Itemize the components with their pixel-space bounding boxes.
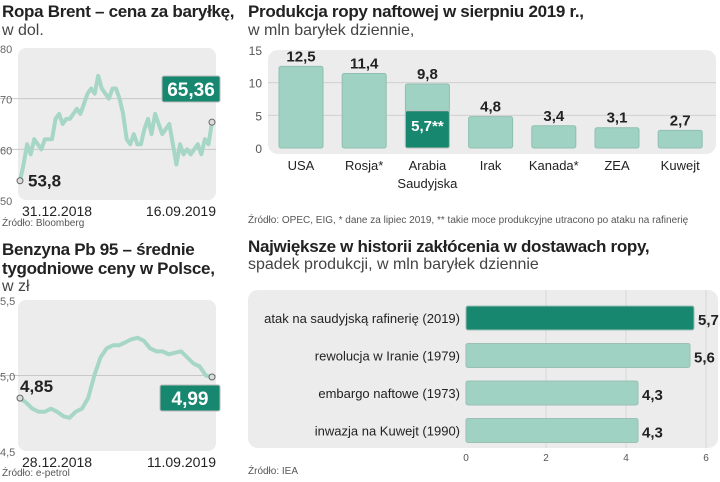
brent-start-value: 53,8 — [28, 172, 61, 191]
petrol-ytick-label: 4,5 — [0, 447, 15, 459]
production-category-label: Kanada* — [529, 158, 579, 173]
brent-source: Źródło: Bloomberg — [2, 218, 85, 229]
brent-x-end-label: 16.09.2019 — [146, 203, 216, 219]
brent-ytick-label: 70 — [0, 95, 12, 107]
brent-end-value: 65,36 — [167, 80, 215, 101]
disruptions-category-label: atak na saudyjską rafinerię (2019) — [264, 311, 460, 326]
production-category-label: Kuwejt — [661, 158, 700, 173]
petrol-title-2: tygodniowe ceny w Polsce, — [2, 259, 215, 278]
disruptions-category-label: embargo naftowe (1973) — [318, 386, 460, 401]
production-bar — [468, 116, 514, 149]
petrol-series-line — [18, 335, 213, 420]
brent-series-line — [18, 73, 214, 182]
disruptions-category-label: rewolucja w Iranie (1979) — [315, 349, 460, 364]
production-title: Produkcja ropy naftowej w sierpniu 2019 … — [248, 2, 584, 21]
disruptions-xtick-label: 2 — [543, 453, 549, 464]
production-bar — [278, 65, 324, 149]
disruptions-bar — [465, 305, 695, 331]
production-bar — [657, 129, 703, 149]
brent-end-value-box — [161, 75, 221, 103]
brent-ytick-label: 80 — [0, 44, 12, 56]
disruptions-value-label: 4,3 — [642, 425, 663, 442]
production-ytick-label: 0 — [255, 142, 262, 156]
production-bar — [531, 125, 577, 149]
disruptions-xtick-label: 4 — [623, 453, 629, 464]
production-bar — [594, 127, 640, 149]
petrol-ytick-label: 5,5 — [0, 296, 15, 308]
brent-x-start-label: 31.12.2018 — [22, 203, 92, 219]
production-ytick-label: 5 — [255, 109, 262, 123]
disruptions-value-label: 4,3 — [642, 387, 663, 404]
disruptions-source: Źródło: IEA — [248, 466, 299, 477]
petrol-ytick-label: 5,0 — [0, 372, 15, 384]
production-subtitle: w mln baryłek dziennie, — [248, 22, 415, 39]
disruptions-bar — [465, 418, 639, 443]
production-value-label: 4,8 — [480, 99, 501, 116]
disruptions-value-label: 5,7 — [698, 312, 719, 329]
production-bar — [341, 73, 387, 149]
production-category-label: Arabia — [409, 158, 447, 173]
production-category-label: Irak — [480, 158, 502, 173]
petrol-endpoint-marker — [16, 394, 24, 402]
petrol-subtitle: w zł — [2, 278, 30, 295]
production-value-label: 11,4 — [350, 56, 379, 73]
petrol-end-value: 4,99 — [172, 389, 209, 410]
brent-title: Ropa Brent – cena za baryłkę, — [2, 2, 235, 21]
brent-endpoint-marker — [208, 118, 216, 126]
production-category-label: Rosja* — [345, 158, 383, 173]
disruptions-subtitle: spadek produkcji, w mln baryłek dziennie — [248, 256, 539, 273]
petrol-x-end-label: 11.09.2019 — [147, 454, 216, 470]
brent-ytick-label: 60 — [0, 145, 12, 157]
petrol-source: Źródło: e-petrol — [2, 468, 70, 479]
petrol-start-value: 4,85 — [20, 377, 53, 396]
petrol-endpoint-marker — [208, 373, 216, 381]
disruptions-bar — [465, 380, 639, 406]
petrol-end-value-box — [159, 384, 221, 412]
production-category-label: USA — [288, 158, 315, 173]
production-category-label: Saudyjska — [397, 176, 458, 191]
disruptions-title: Największe w historii zakłócenia w dosta… — [248, 237, 650, 256]
brent-endpoint-marker — [16, 177, 24, 185]
disruptions-value-label: 5,6 — [694, 350, 715, 367]
disruptions-category-label: inwazja na Kuwejt (1990) — [315, 424, 460, 439]
production-highlight-label: 5,7** — [411, 118, 444, 135]
production-value-label: 2,7 — [670, 112, 691, 129]
disruptions-bar — [465, 343, 691, 368]
production-value-label: 9,8 — [417, 66, 438, 83]
production-value-label: 12,5 — [286, 48, 315, 65]
production-value-label: 3,1 — [607, 110, 628, 127]
brent-ytick-label: 50 — [0, 196, 12, 208]
production-ytick-label: 10 — [249, 77, 263, 91]
brent-subtitle: w dol. — [2, 22, 44, 39]
production-category-label: ZEA — [604, 158, 630, 173]
petrol-x-start-label: 28.12.2018 — [22, 454, 92, 470]
disruptions-xtick-label: 0 — [463, 453, 469, 464]
production-ytick-label: 15 — [249, 44, 263, 58]
petrol-title-1: Benzyna Pb 95 – średnie — [2, 240, 195, 259]
production-highlight-bar — [404, 110, 450, 149]
production-source: Źródło: OPEC, EIG, * dane za lipiec 2019… — [248, 215, 689, 226]
production-value-label: 3,4 — [543, 108, 565, 125]
disruptions-xtick-label: 6 — [703, 453, 709, 464]
